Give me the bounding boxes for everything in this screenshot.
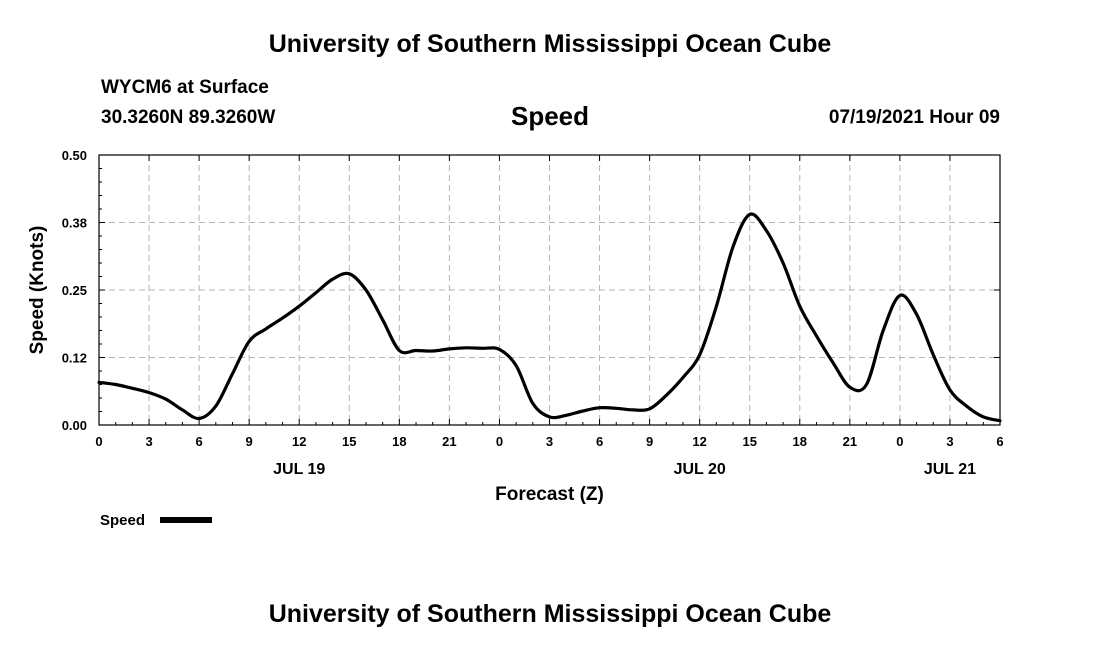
x-tick-label: 12: [692, 434, 706, 449]
x-tick-label: 6: [195, 434, 202, 449]
legend-label: Speed: [100, 512, 145, 529]
y-tick-label: 0.38: [62, 216, 87, 231]
x-tick-label: 6: [596, 434, 603, 449]
x-tick-label: 3: [946, 434, 953, 449]
x-tick-label: 12: [292, 434, 306, 449]
x-tick-label: 6: [996, 434, 1003, 449]
date-label: JUL 19: [273, 461, 325, 478]
date-label: JUL 21: [924, 461, 976, 478]
y-axis-label: Speed (Knots): [27, 226, 48, 355]
y-tick-label: 0.50: [62, 148, 87, 163]
y-tick-label: 0.12: [62, 351, 87, 366]
x-tick-label: 3: [546, 434, 553, 449]
variable-title: Speed: [510, 101, 590, 131]
x-tick-label: 9: [246, 434, 253, 449]
chart-title-top: University of Southern Mississippi Ocean…: [268, 30, 832, 58]
x-tick-label: 21: [442, 434, 456, 449]
tick-labels: 0 3 6 9 12 15 18 21 0 3 6 9 12 15 18 21 0 3 6 0.00 0.12 0.25 0…: [62, 148, 1004, 478]
datetime-label: 07/19/2021 Hour 09: [828, 107, 1000, 128]
y-tick-label: 0.00: [62, 418, 87, 433]
coordinates-label: 30.3260N 89.3260W: [101, 107, 276, 128]
x-tick-label: 0: [95, 434, 102, 449]
x-tick-label: 9: [646, 434, 653, 449]
chart-title-bottom: University of Southern Mississippi Ocean…: [268, 600, 832, 628]
x-tick-label: 0: [496, 434, 503, 449]
x-axis-label: Forecast (Z): [495, 484, 604, 505]
x-tick-label: 3: [145, 434, 152, 449]
x-tick-label: 18: [793, 434, 807, 449]
grid-lines: [99, 155, 1000, 425]
date-label: JUL 20: [674, 461, 726, 478]
y-tick-label: 0.25: [62, 283, 87, 298]
x-tick-label: 0: [896, 434, 903, 449]
x-tick-label: 21: [843, 434, 857, 449]
x-tick-label: 15: [342, 434, 356, 449]
station-label: WYCM6 at Surface: [101, 77, 269, 98]
x-tick-label: 15: [742, 434, 756, 449]
legend-swatch: [160, 517, 212, 523]
speed-series-line: [97, 212, 1002, 423]
x-tick-label: 18: [392, 434, 406, 449]
plot-frame: [98, 154, 1001, 426]
